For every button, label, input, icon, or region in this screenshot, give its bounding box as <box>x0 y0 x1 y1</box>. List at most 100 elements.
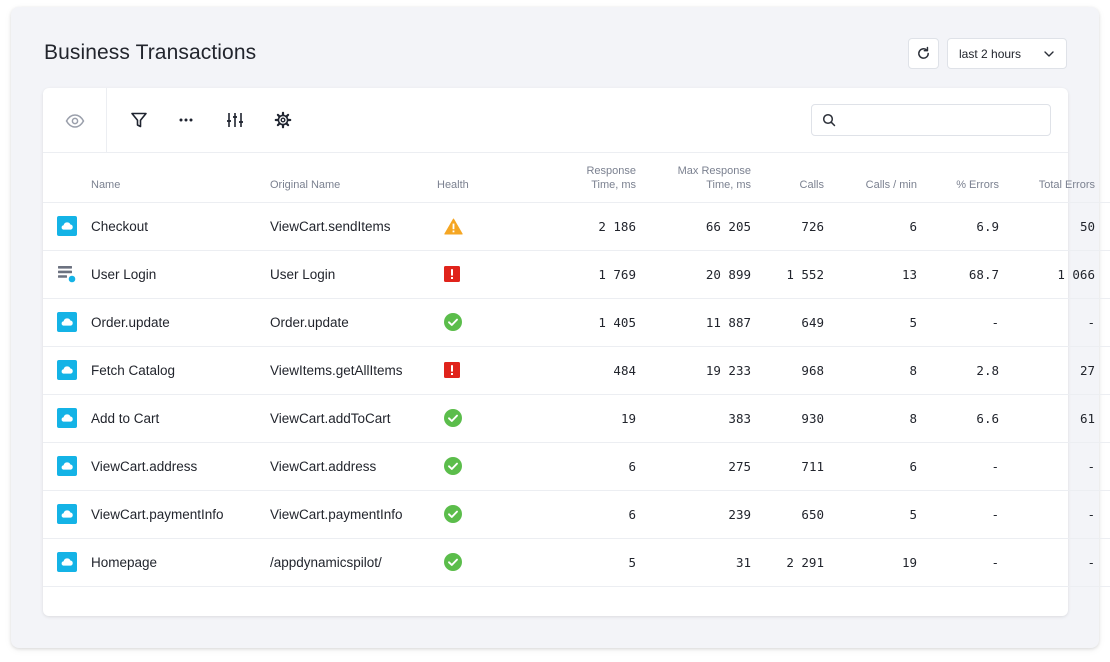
search-icon <box>822 113 836 127</box>
row-calls: 649 <box>751 298 824 347</box>
row-response-time: 484 <box>499 346 636 395</box>
row-name[interactable]: Checkout <box>91 202 270 251</box>
row-original-name: /appdynamicspilot/ <box>270 538 437 587</box>
table-row[interactable]: Fetch Catalog ViewItems.getAllItems 484 19 … <box>43 346 1110 395</box>
row-calls: 2 291 <box>751 538 824 587</box>
row-name[interactable]: Homepage <box>91 538 270 587</box>
row-calls: 650 <box>751 490 824 539</box>
gear-icon <box>274 111 292 129</box>
col-response-time[interactable]: Response Time, ms <box>499 154 636 203</box>
col-max-response-time[interactable]: Max Response Time, ms <box>636 154 751 203</box>
table-row[interactable]: ViewCart.address ViewCart.address 6 275 711 6… <box>43 442 1110 491</box>
col-name[interactable]: Name <box>91 154 270 203</box>
columns-button[interactable] <box>224 109 246 131</box>
filter-button[interactable] <box>128 109 150 131</box>
critical-icon <box>444 266 460 283</box>
toolbar <box>43 88 1068 153</box>
page-title: Business Transactions <box>44 41 257 64</box>
search-input[interactable] <box>842 110 1042 130</box>
row-original-name: ViewCart.address <box>270 442 437 491</box>
row-name[interactable]: User Login <box>91 250 270 299</box>
table-row[interactable]: Homepage/appdynamicspilot/5 31 2 291 19- - <box>43 538 1110 587</box>
time-range-value: last 2 hours <box>959 46 1022 61</box>
row-spacer <box>1095 538 1110 587</box>
settings-button[interactable] <box>272 109 294 131</box>
row-pct-errors: 2.8 <box>917 346 999 395</box>
refresh-button[interactable] <box>908 38 939 69</box>
row-health <box>437 202 499 251</box>
row-calls-per-min: 8 <box>824 346 917 395</box>
row-type-cell <box>43 490 91 539</box>
filter-icon <box>131 112 147 128</box>
cloud-icon <box>57 360 77 380</box>
table-row[interactable]: Order.update Order.update 1 405 11 887 649 5-… <box>43 298 1110 347</box>
list-icon <box>58 266 76 283</box>
col-health-label: Health <box>437 178 469 191</box>
row-type-cell <box>43 346 91 395</box>
col-calls-label: Calls <box>799 178 824 191</box>
table-body: Checkout ViewCart.sendItems 2 186 66 205 726… <box>43 202 1110 587</box>
row-name[interactable]: Add to Cart <box>91 394 270 443</box>
normal-icon <box>444 409 462 427</box>
row-calls-per-min: 5 <box>824 490 917 539</box>
row-response-time: 6 <box>499 442 636 491</box>
row-response-time: 5 <box>499 538 636 587</box>
eye-icon <box>65 113 84 128</box>
row-type-cell <box>43 442 91 491</box>
table-row[interactable]: User Login User Login 1 769 20 899 1 552 13 68… <box>43 250 1110 299</box>
col-total-errors-label: Total Errors <box>1038 178 1095 191</box>
col-calls[interactable]: Calls <box>751 154 824 203</box>
time-range-select[interactable]: last 2 hours <box>947 38 1067 69</box>
search-field[interactable] <box>811 104 1051 136</box>
row-type-cell <box>43 298 91 347</box>
col-original-name[interactable]: Original Name <box>270 154 437 203</box>
col-pct-errors[interactable]: % Errors <box>917 154 999 203</box>
row-total-errors: - <box>999 442 1095 491</box>
row-name[interactable]: ViewCart.paymentInfo <box>91 490 270 539</box>
col-health[interactable]: Health <box>437 154 499 203</box>
row-response-time: 6 <box>499 490 636 539</box>
normal-icon <box>444 553 462 571</box>
row-original-name: ViewItems.getAllItems <box>270 346 437 395</box>
row-health <box>437 346 499 395</box>
table-row[interactable]: ViewCart.paymentInfo ViewCart.paymentInfo… <box>43 490 1110 539</box>
col-pct-errors-label: % Errors <box>956 178 999 191</box>
refresh-icon <box>918 46 929 59</box>
row-calls: 1 552 <box>751 250 824 299</box>
table-row[interactable]: Checkout ViewCart.sendItems 2 186 66 205 726… <box>43 202 1110 251</box>
row-type-cell <box>43 202 91 251</box>
normal-icon <box>444 313 462 331</box>
row-calls: 726 <box>751 202 824 251</box>
row-max-response-time: 66 205 <box>636 202 751 251</box>
cloud-icon <box>57 216 77 236</box>
col-type <box>43 154 91 203</box>
row-calls-per-min: 6 <box>824 202 917 251</box>
row-response-time: 2 186 <box>499 202 636 251</box>
col-name-label: Name <box>91 178 121 191</box>
col-calls-per-min[interactable]: Calls / min <box>824 154 917 203</box>
table-row[interactable]: Add to Cart ViewCart.addToCart 19 383 930 8 6.… <box>43 394 1110 443</box>
row-spacer <box>1095 394 1110 443</box>
row-original-name: ViewCart.paymentInfo <box>270 490 437 539</box>
row-calls-per-min: 19 <box>824 538 917 587</box>
visibility-toggle[interactable] <box>43 88 107 153</box>
cloud-icon <box>57 504 77 524</box>
row-calls-per-min: 5 <box>824 298 917 347</box>
row-name[interactable]: Fetch Catalog <box>91 346 270 395</box>
row-name[interactable]: ViewCart.address <box>91 442 270 491</box>
row-max-response-time: 383 <box>636 394 751 443</box>
row-health <box>437 394 499 443</box>
row-calls-per-min: 6 <box>824 442 917 491</box>
row-name[interactable]: Order.update <box>91 298 270 347</box>
row-spacer <box>1095 202 1110 251</box>
row-total-errors: - <box>999 298 1095 347</box>
row-max-response-time: 31 <box>636 538 751 587</box>
row-calls-per-min: 13 <box>824 250 917 299</box>
row-spacer <box>1095 346 1110 395</box>
col-original-name-label: Original Name <box>270 178 341 191</box>
row-total-errors: - <box>999 538 1095 587</box>
more-options-button[interactable] <box>175 109 197 131</box>
col-total-errors[interactable]: Total Errors <box>999 154 1095 203</box>
row-calls: 711 <box>751 442 824 491</box>
row-max-response-time: 239 <box>636 490 751 539</box>
